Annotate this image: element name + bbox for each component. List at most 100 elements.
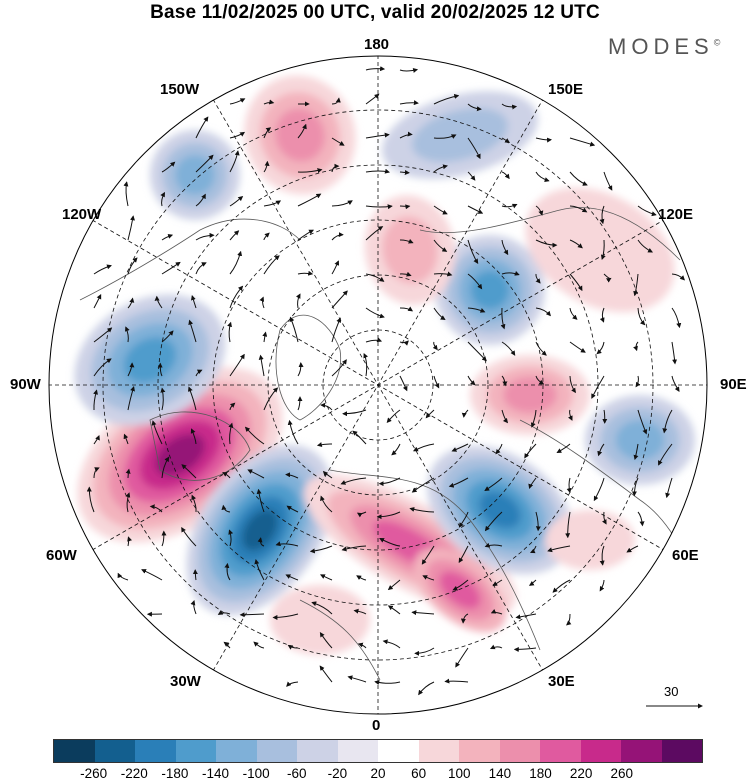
- wind-vector: [93, 389, 98, 411]
- wind-vector: [411, 477, 435, 493]
- wind-vector: [467, 103, 482, 112]
- wind-vector: [161, 530, 167, 547]
- wind-vectors: [86, 66, 686, 696]
- wind-vector: [224, 562, 231, 581]
- wind-vector: [637, 205, 657, 217]
- wind-vector: [157, 362, 163, 377]
- wind-vector: [535, 137, 552, 143]
- wind-vector: [123, 433, 129, 445]
- wind-vector: [188, 319, 197, 343]
- colorbar-swatch: [418, 740, 459, 762]
- lon-label-60w: 60W: [46, 547, 77, 564]
- wind-vector: [331, 317, 342, 343]
- lon-label-150e: 150E: [548, 81, 584, 98]
- lon-label-30w: 30W: [170, 673, 201, 690]
- wind-vector: [331, 359, 347, 377]
- wind-vector: [569, 171, 588, 186]
- wind-vector: [263, 232, 270, 241]
- wind-vector: [297, 193, 322, 207]
- wind-vector: [600, 239, 606, 260]
- wind-vector: [565, 511, 571, 539]
- wind-vector: [535, 171, 550, 182]
- vector-scale-label: 30: [664, 684, 679, 699]
- wind-vector: [365, 93, 380, 105]
- wind-vector: [190, 600, 197, 615]
- wind-vector: [433, 271, 453, 277]
- wind-vector: [671, 307, 682, 329]
- wind-vector: [552, 579, 571, 593]
- wind-vector: [484, 542, 503, 548]
- wind-vector: [93, 327, 113, 343]
- wind-vector: [289, 316, 299, 343]
- wind-vector: [467, 273, 483, 290]
- wind-vector: [467, 171, 476, 181]
- wind-vector: [365, 204, 393, 210]
- wind-vector: [515, 613, 537, 620]
- wind-vector: [455, 647, 469, 668]
- wind-vector: [458, 545, 469, 564]
- wind-vector: [195, 193, 206, 207]
- lon-label-180: 180: [364, 36, 390, 53]
- wind-vector: [535, 205, 544, 216]
- wind-vector: [257, 537, 265, 547]
- lon-label-60e: 60E: [672, 547, 699, 564]
- wind-vector: [263, 387, 279, 411]
- wind-vector: [593, 477, 605, 502]
- wind-vector: [603, 273, 612, 283]
- wind-vector: [365, 168, 390, 174]
- wind-vector: [341, 545, 367, 552]
- wind-vector: [374, 680, 401, 685]
- wind-vector: [316, 442, 333, 447]
- wind-vector: [596, 341, 605, 355]
- wind-vector: [154, 295, 163, 309]
- wind-vector: [528, 477, 537, 490]
- wind-vector: [320, 495, 333, 513]
- wind-vector: [223, 641, 231, 649]
- wind-vector: [461, 409, 469, 418]
- wind-vector: [495, 443, 503, 455]
- wind-vector: [637, 409, 648, 435]
- wind-vector: [262, 331, 268, 343]
- modes-logo: MODES©: [608, 34, 721, 59]
- wind-vector: [365, 132, 390, 139]
- wind-vector: [161, 330, 174, 343]
- wind-vector: [161, 456, 170, 479]
- wind-vector: [399, 100, 419, 106]
- wind-vector: [535, 273, 541, 284]
- colorbar-tick-label: -260: [80, 766, 108, 781]
- wind-vector: [433, 134, 457, 139]
- coastline: [79, 218, 301, 301]
- wind-vector: [399, 131, 413, 139]
- anomaly-contour: [439, 571, 481, 609]
- wind-vector: [286, 505, 299, 513]
- anomaly-contour: [175, 155, 215, 195]
- wind-vector: [399, 340, 409, 346]
- wind-vector: [399, 68, 419, 73]
- wind-vector: [149, 504, 163, 513]
- wind-vector: [530, 409, 537, 428]
- wind-vector: [275, 541, 299, 547]
- wind-vector: [452, 579, 469, 591]
- wind-vector: [528, 579, 537, 586]
- wind-vector: [340, 477, 367, 485]
- wind-vector: [484, 477, 503, 492]
- anomaly-contour: [155, 433, 205, 477]
- anomaly-contour: [270, 585, 370, 655]
- wind-vector: [222, 472, 231, 479]
- colorbar-swatch: [661, 740, 702, 762]
- wind-vector: [331, 163, 340, 173]
- wind-vector: [322, 470, 333, 479]
- wind-vector: [386, 409, 401, 423]
- wind-vector: [484, 511, 503, 532]
- coastline: [149, 411, 251, 481]
- latitude-circle: [212, 219, 544, 551]
- coastline: [419, 207, 681, 261]
- wind-vector: [501, 375, 508, 387]
- wind-vector: [535, 307, 551, 317]
- anomaly-contour: [470, 270, 510, 310]
- wind-vector: [399, 238, 414, 244]
- lat-lon-grid: [49, 56, 707, 714]
- wind-vector: [188, 386, 197, 411]
- colorbar-tick-label: 20: [370, 766, 386, 781]
- wind-vector: [141, 569, 163, 581]
